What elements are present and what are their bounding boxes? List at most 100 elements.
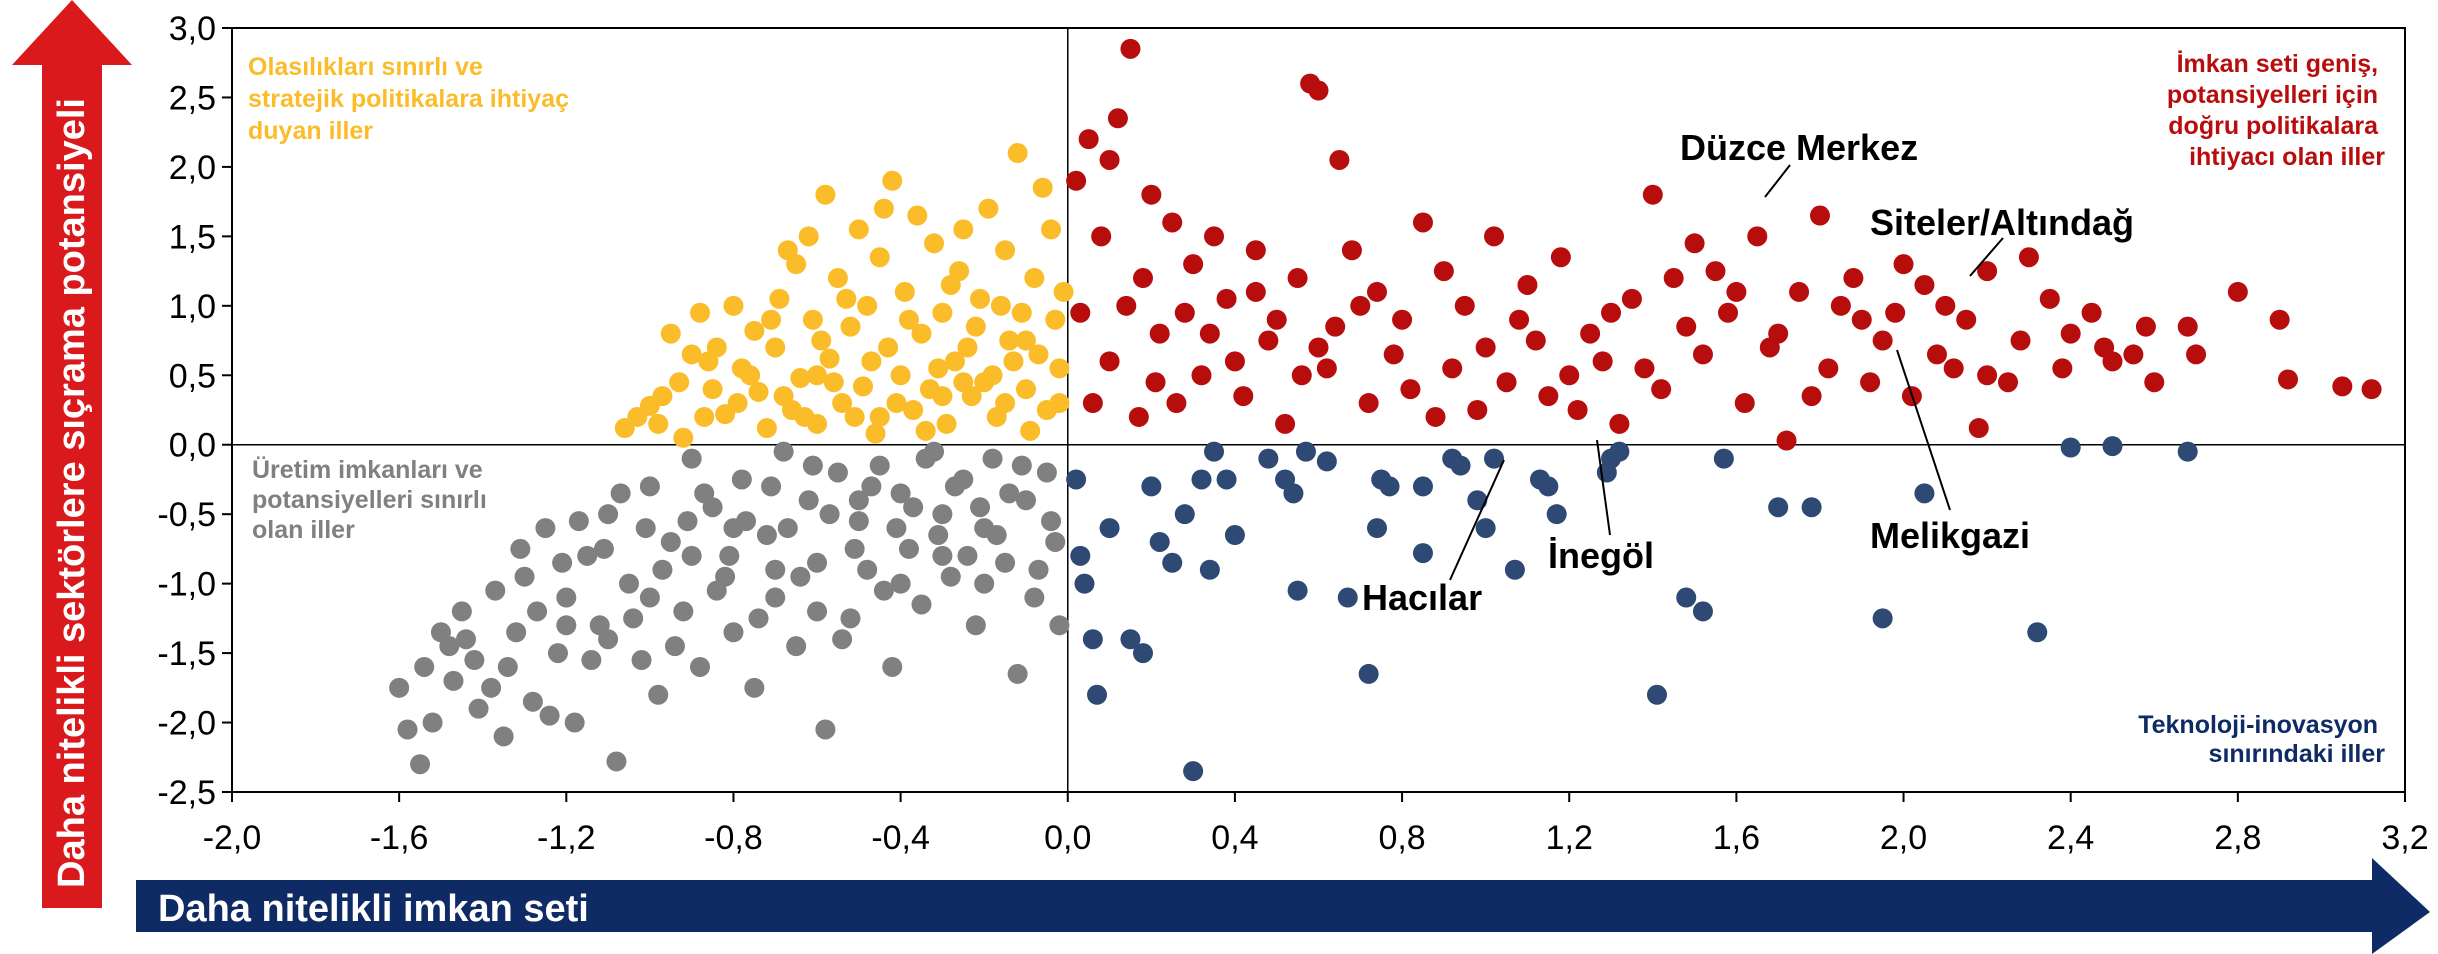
point-top-left <box>786 254 807 275</box>
point-top-right <box>1162 212 1183 233</box>
point-bottom-left <box>786 636 807 657</box>
point-top-left <box>811 330 832 351</box>
y-tick-label: 0,5 <box>169 357 216 395</box>
point-bottom-left <box>694 483 715 504</box>
point-top-right <box>1621 288 1642 309</box>
quadrant-top-left-line-3: duyan iller <box>248 117 373 145</box>
point-bottom-left <box>648 684 669 705</box>
point-top-left <box>673 427 694 448</box>
x-tick-label: -1,2 <box>537 819 596 857</box>
point-bottom-left <box>815 719 836 740</box>
point-top-left <box>1024 268 1045 289</box>
point-top-right <box>1199 323 1220 344</box>
point-bottom-right <box>1475 518 1496 539</box>
point-top-right <box>1145 372 1166 393</box>
point-bottom-right <box>1082 629 1103 650</box>
y-tick-label: 1,5 <box>169 218 216 256</box>
point-top-right <box>1216 288 1237 309</box>
point-top-right <box>2269 309 2290 330</box>
quadrant-divider-lines <box>232 28 2405 792</box>
point-bottom-left <box>618 573 639 594</box>
x-axis-ticks: -2,0 -1,6 -1,2 -0,8 -0,4 0,0 0,4 0,8 1,2 1,6 2,0 2,… <box>203 792 2429 857</box>
point-top-right <box>2039 288 2060 309</box>
point-bottom-left <box>690 656 711 677</box>
point-top-right <box>1601 302 1622 323</box>
point-top-left <box>886 393 907 414</box>
point-top-right <box>1166 393 1187 414</box>
point-top-left <box>965 316 986 337</box>
point-top-right <box>1559 365 1580 386</box>
point-bottom-left <box>535 518 556 539</box>
point-bottom-left <box>731 469 752 490</box>
point-bottom-left <box>903 497 924 518</box>
point-top-left <box>995 240 1016 261</box>
point-top-right <box>1099 149 1120 170</box>
point-bottom-left <box>593 538 614 559</box>
point-bottom-right <box>1258 448 1279 469</box>
point-bottom-left <box>886 518 907 539</box>
point-bottom-left <box>481 677 502 698</box>
point-bottom-right <box>1316 451 1337 472</box>
point-top-right <box>1759 337 1780 358</box>
point-top-left <box>924 233 945 254</box>
point-top-right <box>1325 316 1346 337</box>
point-bottom-right <box>1872 608 1893 629</box>
point-bottom-left <box>848 511 869 532</box>
point-top-left <box>898 309 919 330</box>
point-top-right <box>1149 323 1170 344</box>
point-top-right <box>1935 295 1956 316</box>
point-top-right <box>1308 337 1329 358</box>
point-bottom-left <box>430 622 451 643</box>
point-top-left <box>823 372 844 393</box>
quadrant-label-bottom-left: Üretim imkanları ve potansiyelleri sınır… <box>252 455 494 544</box>
point-top-right <box>1609 413 1630 434</box>
point-top-left <box>827 268 848 289</box>
point-top-left <box>840 316 861 337</box>
point-top-left <box>1041 219 1062 240</box>
point-top-right <box>1433 261 1454 282</box>
point-bottom-left <box>1049 615 1070 636</box>
point-top-left <box>970 288 991 309</box>
point-top-left <box>953 219 974 240</box>
point-bottom-left <box>890 483 911 504</box>
y-axis-arrow: Daha nitelikli sektörlere sıçrama potans… <box>12 0 132 908</box>
point-bottom-left <box>660 531 681 552</box>
x-axis-arrow: Daha nitelikli imkan seti <box>136 858 2430 954</box>
point-bottom-left <box>1028 559 1049 580</box>
point-top-right <box>1316 358 1337 379</box>
point-top-right <box>1914 274 1935 295</box>
point-bottom-right <box>1224 525 1245 546</box>
point-top-right <box>1392 309 1413 330</box>
leader-hacilar <box>1449 459 1505 581</box>
point-bottom-left <box>744 677 765 698</box>
point-bottom-right <box>1287 580 1308 601</box>
point-bottom-left <box>986 525 1007 546</box>
point-bottom-left <box>497 656 518 677</box>
point-top-right <box>1830 295 1851 316</box>
point-top-right <box>1245 281 1266 302</box>
point-top-left <box>853 376 874 397</box>
point-bottom-left <box>639 587 660 608</box>
point-bottom-left <box>911 594 932 615</box>
y-tick-label: 1,0 <box>169 288 216 326</box>
point-top-left <box>1053 281 1074 302</box>
point-bottom-right <box>1546 504 1567 525</box>
point-bottom-left <box>773 441 794 462</box>
point-bottom-right <box>1149 531 1170 552</box>
point-top-right <box>1818 358 1839 379</box>
leader-inegol <box>1596 439 1611 536</box>
y-tick-label: -2,5 <box>157 774 216 812</box>
y-tick-label: -1,0 <box>157 566 216 604</box>
quadrant-top-left-line-2: stratejik politikalara ihtiyaç <box>248 85 569 113</box>
point-top-right <box>1475 337 1496 358</box>
point-top-right <box>1358 393 1379 414</box>
point-bottom-left <box>1045 531 1066 552</box>
point-top-right <box>1091 226 1112 247</box>
point-top-right <box>1956 309 1977 330</box>
point-top-left <box>844 406 865 427</box>
point-bottom-left <box>944 476 965 497</box>
point-top-right <box>2332 376 2353 397</box>
x-tick-label: 3,2 <box>2381 819 2428 857</box>
point-top-left <box>1020 420 1041 441</box>
point-top-right <box>2010 330 2031 351</box>
